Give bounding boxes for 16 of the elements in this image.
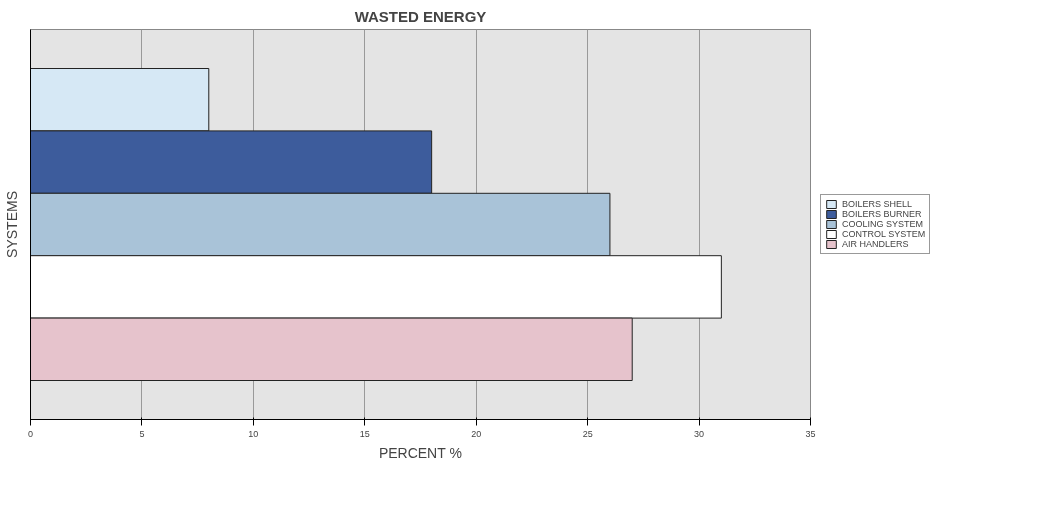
x-tick-label: 25: [582, 428, 593, 439]
x-tick-label: 10: [248, 428, 259, 439]
x-tick-label: 5: [139, 428, 145, 439]
x-tick-label: 0: [28, 428, 34, 439]
x-tick-label: 30: [694, 428, 705, 439]
legend-label: BOILERS BURNER: [842, 209, 922, 219]
x-tick-label: 35: [805, 428, 816, 439]
legend-label: AIR HANDLERS: [842, 239, 909, 249]
legend-label: CONTROL SYSTEM: [842, 229, 926, 239]
chart-title: WASTED ENERGY: [354, 7, 487, 25]
legend-label: BOILERS SHELL: [842, 199, 913, 209]
legend-label: COOLING SYSTEM: [842, 219, 924, 229]
x-tick-label: 15: [359, 428, 370, 439]
x-axis-title: PERCENT %: [378, 444, 462, 461]
x-tick-label: 20: [471, 428, 482, 439]
y-axis-title: SYSTEMS: [3, 191, 20, 258]
